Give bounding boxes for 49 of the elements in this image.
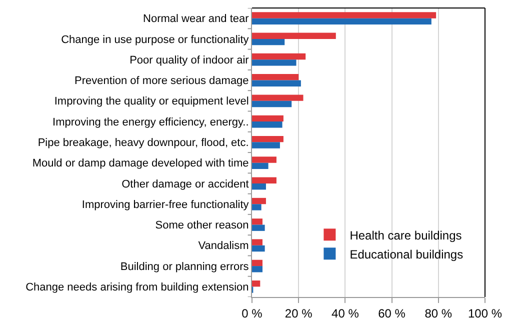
y-tick-label: Some other reason [155, 220, 249, 232]
bar [252, 245, 265, 252]
bar [252, 280, 260, 287]
bar [252, 218, 262, 225]
legend-label: Health care buildings [350, 228, 462, 242]
bar [252, 80, 301, 86]
bar [252, 266, 262, 272]
x-tick-label: 60 % [378, 306, 406, 320]
y-tick-label: Normal wear and tear [143, 13, 250, 26]
y-tick-label: Improving the energy efficiency, energy.. [52, 116, 249, 128]
bar [252, 260, 262, 266]
bar [252, 198, 266, 204]
y-tick-label: Building or planning errors [120, 260, 250, 273]
bar [252, 224, 265, 231]
bar [252, 122, 282, 128]
bar [252, 94, 304, 101]
bar [252, 18, 432, 25]
bar [252, 204, 262, 210]
bar [252, 74, 299, 80]
y-tick-label: Change needs arising from building extension [26, 282, 249, 294]
bar [252, 100, 292, 108]
bar [252, 53, 306, 60]
bar [252, 12, 436, 18]
x-tick-label: 100 % [468, 306, 502, 320]
y-tick-label: Change in use purpose or functionality [61, 34, 250, 46]
legend-label: Educational buildings [350, 247, 464, 262]
x-tick-label: 0 % [242, 306, 263, 320]
x-tick-label: 20 % [284, 306, 313, 320]
y-tick-label: Pipe breakage, heavy downpour, flood, etc. [38, 137, 249, 150]
bar [252, 162, 268, 170]
bar [252, 115, 284, 122]
y-tick-label: Mould or damp damage developed with time [32, 158, 249, 170]
y-tick-label: Improving barrier-free functionality [82, 198, 250, 211]
bar [252, 60, 296, 66]
y-tick-label: Vandalism [198, 240, 249, 252]
bar [252, 156, 276, 163]
x-tick-label: 40 % [332, 306, 360, 320]
y-tick-label: Prevention of more serious damage [74, 75, 249, 88]
y-tick-label: Poor quality of indoor air [130, 54, 250, 66]
bar [252, 136, 284, 142]
bar [252, 177, 276, 184]
bar [252, 32, 336, 39]
bar [252, 183, 266, 190]
y-tick-label: Improving the quality or equipment level [54, 96, 249, 108]
bar [252, 239, 262, 246]
y-tick-label: Other damage or accident [122, 178, 249, 190]
bar [252, 38, 285, 46]
bar [252, 142, 280, 148]
x-tick-label: 80 % [424, 306, 452, 320]
